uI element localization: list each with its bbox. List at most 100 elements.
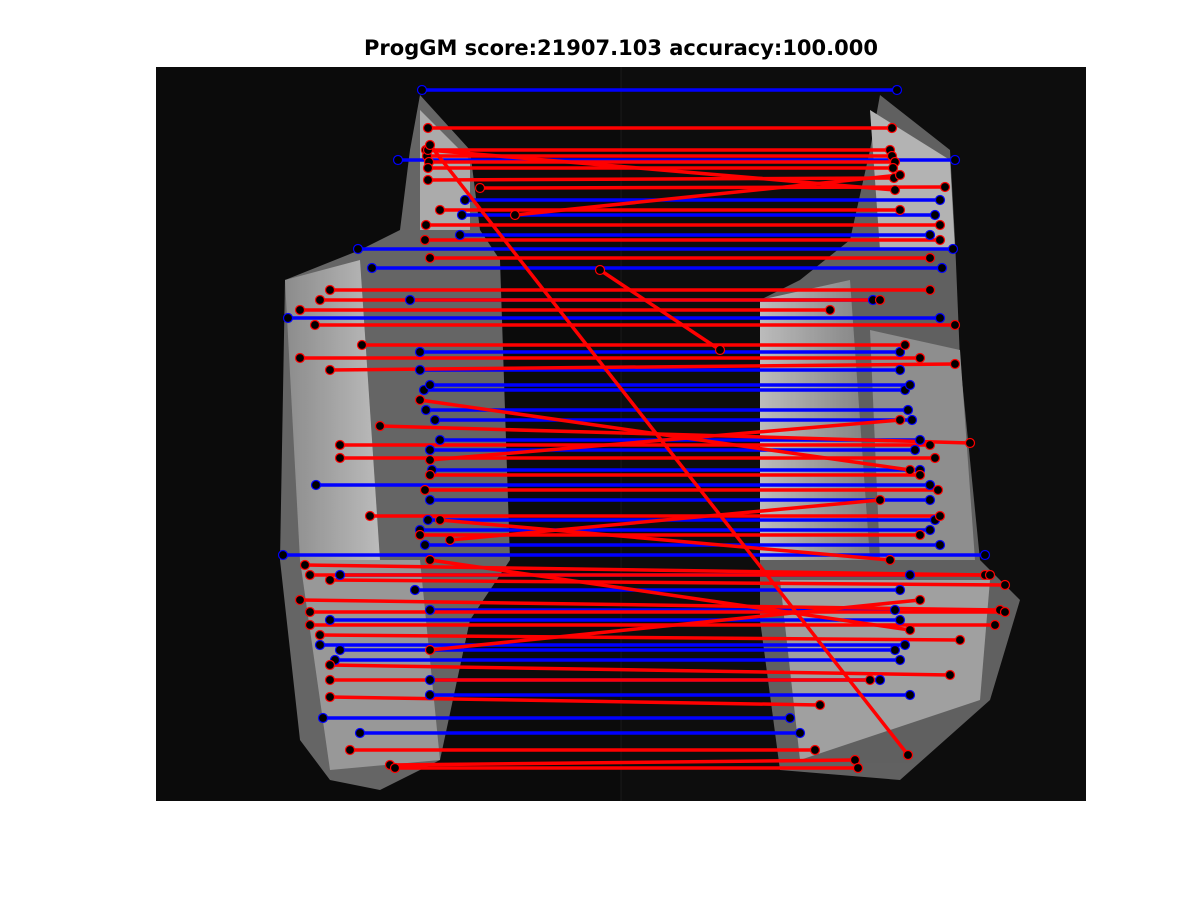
keypoint-marker <box>419 539 431 551</box>
red-match-line <box>419 398 911 472</box>
keypoint-marker <box>424 469 436 481</box>
keypoint-marker <box>924 229 936 241</box>
keypoint-marker <box>904 379 916 391</box>
keypoint-marker <box>954 634 966 646</box>
keypoint-marker <box>324 674 336 686</box>
red-match-line <box>329 695 821 707</box>
keypoint-marker <box>914 529 926 541</box>
keypoint-marker <box>874 294 886 306</box>
plot-canvas <box>156 67 1086 801</box>
keypoint-marker <box>419 234 431 246</box>
keypoint-marker <box>314 629 326 641</box>
red-match-line <box>329 362 956 372</box>
keypoint-marker <box>304 606 316 618</box>
red-match-line <box>429 418 901 462</box>
keypoint-marker <box>934 234 946 246</box>
keypoint-marker <box>324 691 336 703</box>
keypoint-marker <box>934 510 946 522</box>
keypoint-marker <box>929 209 941 221</box>
keypoint-marker <box>424 604 436 616</box>
keypoint-marker <box>424 494 436 506</box>
red-match-line <box>429 598 921 652</box>
keypoint-marker <box>424 689 436 701</box>
keypoint-marker <box>434 434 446 446</box>
keypoint-marker <box>294 352 306 364</box>
keypoint-marker <box>334 452 346 464</box>
keypoint-marker <box>392 154 404 166</box>
keypoint-marker <box>924 479 936 491</box>
keypoint-marker <box>364 510 376 522</box>
keypoint-marker <box>334 644 346 656</box>
keypoint-marker <box>939 181 951 193</box>
keypoint-marker <box>714 344 726 356</box>
red-match-line <box>379 424 971 445</box>
keypoint-marker <box>936 262 948 274</box>
match-lines <box>283 88 1006 770</box>
keypoint-marker <box>894 614 906 626</box>
keypoint-marker <box>924 284 936 296</box>
keypoint-marker <box>454 229 466 241</box>
keypoint-marker <box>324 614 336 626</box>
keypoint-marker <box>424 444 436 456</box>
red-match-line <box>599 268 721 352</box>
keypoint-marker <box>414 346 426 358</box>
keypoint-marker <box>784 712 796 724</box>
keypoint-marker <box>852 762 864 774</box>
keypoint-marker <box>314 639 326 651</box>
keypoint-marker <box>889 184 901 196</box>
keypoint-marker <box>934 194 946 206</box>
keypoint-marker <box>924 494 936 506</box>
red-match-line <box>514 173 901 217</box>
keypoint-marker <box>944 669 956 681</box>
keypoint-marker <box>434 204 446 216</box>
keypoint-marker <box>904 569 916 581</box>
keypoint-marker <box>424 674 436 686</box>
keypoint-marker <box>409 584 421 596</box>
keypoint-marker <box>354 727 366 739</box>
red-match-line <box>428 143 910 757</box>
red-match-line <box>449 498 881 542</box>
red-match-line <box>319 633 961 642</box>
keypoint-marker <box>282 312 294 324</box>
keypoint-marker <box>356 339 368 351</box>
keypoint-marker <box>434 514 446 526</box>
keypoint-marker <box>374 420 386 432</box>
keypoint-marker <box>294 594 306 606</box>
keypoint-marker <box>509 209 521 221</box>
keypoint-marker <box>874 674 886 686</box>
keypoint-marker <box>909 444 921 456</box>
keypoint-marker <box>277 549 289 561</box>
keypoint-marker <box>309 319 321 331</box>
keypoint-marker <box>324 364 336 376</box>
keypoint-marker <box>794 727 806 739</box>
keypoint-marker <box>902 749 914 761</box>
keypoint-marker <box>304 569 316 581</box>
keypoint-marker <box>924 524 936 536</box>
keypoint-marker <box>984 569 996 581</box>
keypoint-marker <box>949 319 961 331</box>
keypoint-marker <box>419 484 431 496</box>
keypoint-marker <box>924 439 936 451</box>
keypoint-marker <box>889 644 901 656</box>
keypoint-marker <box>924 252 936 264</box>
figure-title: ProgGM score:21907.103 accuracy:100.000 <box>364 36 878 60</box>
keypoint-marker <box>904 624 916 636</box>
red-match-line <box>389 758 856 767</box>
keypoint-marker <box>404 294 416 306</box>
red-match-line <box>329 578 1006 587</box>
keypoint-marker <box>294 304 306 316</box>
keypoint-marker <box>352 243 364 255</box>
keypoint-marker <box>964 437 976 449</box>
keypoint-marker <box>334 569 346 581</box>
keypoint-marker <box>594 264 606 276</box>
keypoint-marker <box>424 454 436 466</box>
keypoint-marker <box>344 744 356 756</box>
keypoint-marker <box>874 494 886 506</box>
keypoint-marker <box>894 169 906 181</box>
keypoint-marker <box>422 514 434 526</box>
keypoint-marker <box>824 304 836 316</box>
keypoint-marker <box>934 312 946 324</box>
keypoint-marker <box>424 644 436 656</box>
keypoint-marker <box>899 639 911 651</box>
keypoint-marker <box>422 162 434 174</box>
